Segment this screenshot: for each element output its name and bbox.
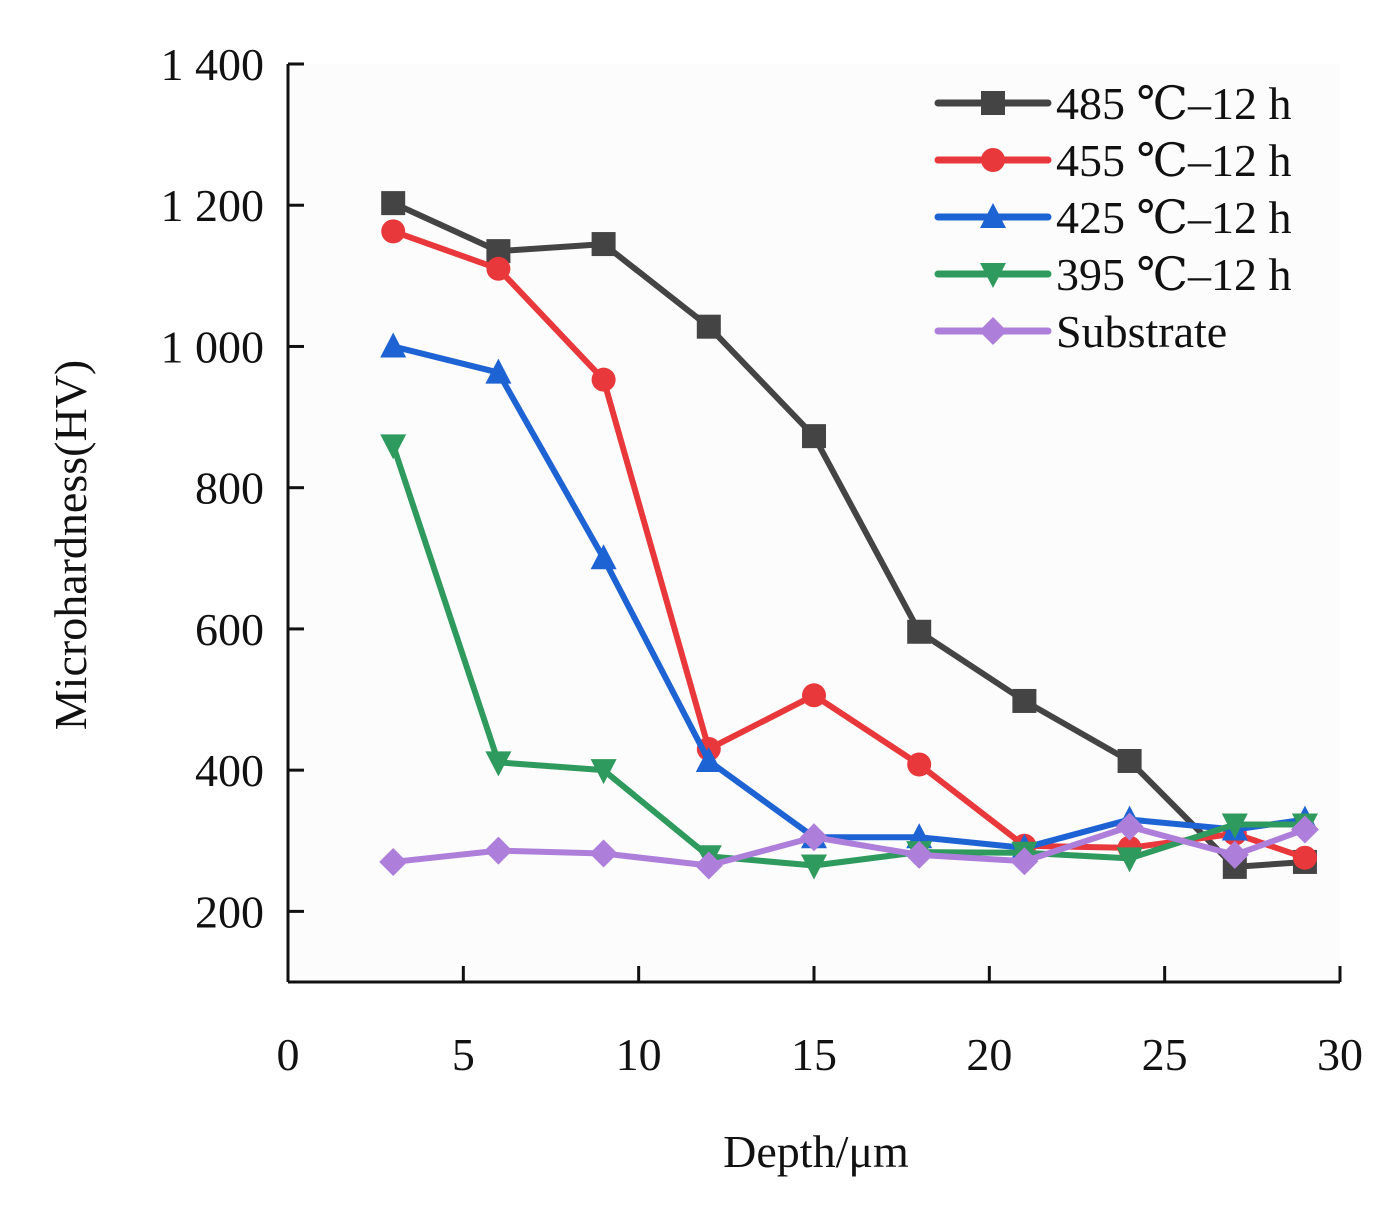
x-tick-label: 5 — [452, 1029, 475, 1080]
axes: 0 5 10 15 20 25 30 200 400 600 800 1 000 1 200 1 400 — [161, 39, 1364, 1080]
data-point — [589, 839, 618, 868]
data-point — [590, 544, 617, 570]
x-axis-title: Depth/μm — [723, 1126, 909, 1177]
series-line — [390, 823, 1308, 869]
y-tick-label: 800 — [195, 463, 264, 514]
data-point — [485, 751, 512, 777]
y-tick-label: 1 400 — [161, 39, 265, 90]
legend-label: 395 ℃–12 h — [1056, 249, 1291, 300]
x-tick-label: 30 — [1317, 1029, 1363, 1080]
data-point — [802, 424, 826, 449]
data-point — [802, 683, 826, 708]
legend-label: Substrate — [1056, 306, 1227, 357]
data-point — [694, 851, 723, 880]
series-group — [379, 191, 1319, 880]
y-tick-label: 1 200 — [161, 180, 265, 231]
data-point — [590, 759, 617, 785]
series-line — [390, 200, 1308, 870]
data-point — [380, 332, 407, 358]
data-point — [486, 256, 511, 281]
x-tick-label: 20 — [966, 1029, 1012, 1080]
data-point — [1220, 840, 1249, 869]
series-5 — [379, 812, 1319, 880]
legend-label: 455 ℃–12 h — [1056, 135, 1291, 186]
series-line — [390, 343, 1308, 851]
legend-label: 485 ℃–12 h — [1056, 78, 1291, 129]
data-point — [1221, 813, 1248, 839]
data-point — [1116, 847, 1143, 873]
data-point — [1012, 688, 1037, 713]
y-tick-label: 1 000 — [161, 321, 265, 372]
data-point — [695, 746, 722, 772]
legend-marker — [981, 148, 1005, 172]
data-point — [379, 847, 408, 876]
legend-marker — [980, 203, 1006, 228]
y-tick-label: 200 — [195, 886, 264, 937]
data-point — [381, 191, 406, 216]
data-point — [381, 219, 406, 244]
y-tick-label: 600 — [195, 604, 264, 655]
legend-item: Substrate — [934, 306, 1227, 357]
data-point — [1290, 815, 1319, 844]
data-point — [380, 434, 407, 460]
data-point — [801, 854, 827, 880]
legend-item: 425 ℃–12 h — [934, 192, 1291, 243]
legend-label: 425 ℃–12 h — [1056, 192, 1291, 243]
data-point — [591, 367, 616, 392]
data-point — [907, 619, 932, 644]
data-point — [485, 358, 512, 384]
data-point — [696, 314, 721, 339]
legend-item: 485 ℃–12 h — [934, 78, 1291, 129]
legend-item: 455 ℃–12 h — [934, 135, 1291, 186]
legend-marker — [980, 263, 1006, 288]
data-point — [591, 232, 616, 257]
data-point — [1292, 845, 1317, 870]
data-point — [484, 836, 513, 865]
y-axis-title: Microhardness(HV) — [45, 360, 96, 730]
legend-item: 395 ℃–12 h — [934, 249, 1291, 300]
data-point — [907, 752, 932, 777]
data-point — [1010, 847, 1039, 876]
legend-marker — [979, 317, 1007, 345]
data-point — [800, 823, 828, 852]
x-tick-label: 0 — [277, 1029, 300, 1080]
data-point — [905, 840, 934, 869]
x-tick-label: 15 — [791, 1029, 837, 1080]
data-point — [1115, 812, 1144, 841]
legend: 485 ℃–12 h 455 ℃–12 h 425 ℃–12 h 395 ℃–12 h… — [934, 78, 1291, 357]
x-tick-label: 25 — [1142, 1029, 1188, 1080]
y-tick-label: 400 — [195, 745, 264, 796]
data-point — [1117, 748, 1142, 773]
x-tick-label: 10 — [616, 1029, 662, 1080]
legend-marker — [981, 91, 1005, 115]
